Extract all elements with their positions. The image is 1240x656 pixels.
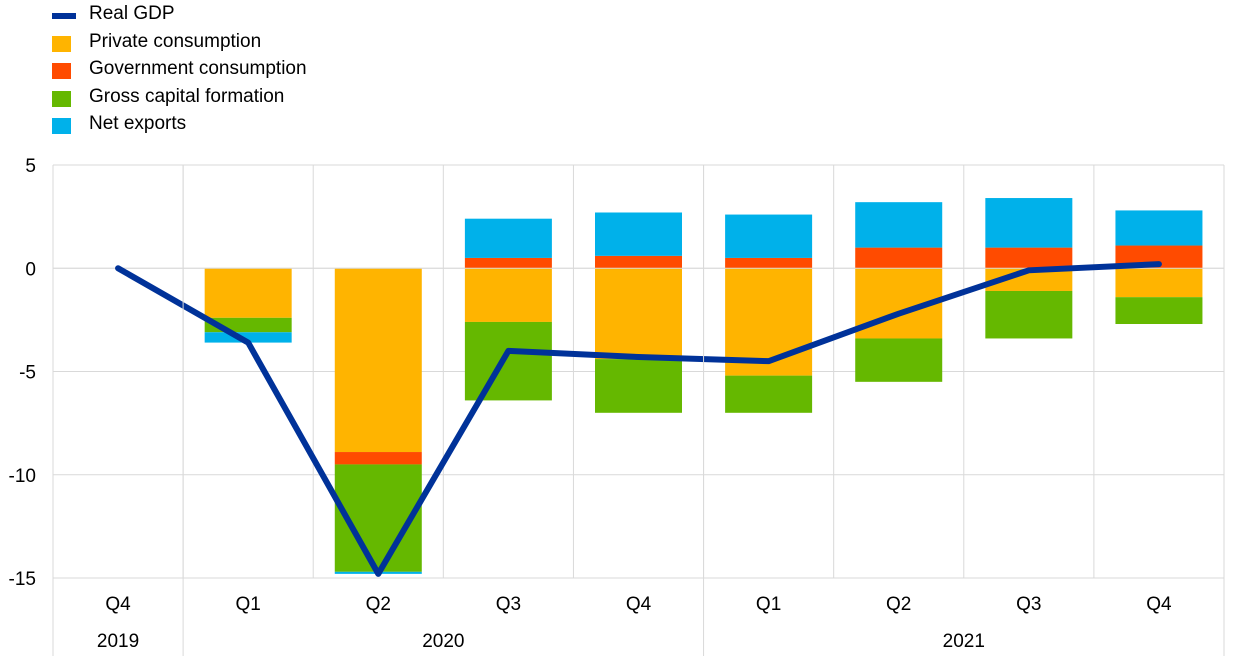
bar-private-consumption [204,268,292,318]
legend-swatch [52,63,71,80]
y-tick-label: -5 [19,363,36,384]
bar-net-exports [595,212,682,256]
x-tick-label: Q4 [626,594,652,615]
bar-gross-capital-formation [725,375,813,413]
bar-private-consumption [985,268,1073,291]
bar-private-consumption [595,268,682,360]
y-tick-label: -10 [9,466,36,487]
x-tick-label: Q3 [1016,594,1041,615]
bar-net-exports [855,202,943,248]
x-tick-label: Q1 [235,594,260,615]
bar-government-consumption [464,257,552,269]
bar-private-consumption [464,268,552,322]
x-tick-label: Q4 [105,594,131,615]
bar-gross-capital-formation [595,359,682,413]
bar-gross-capital-formation [464,321,552,401]
bar-net-exports [985,198,1073,248]
legend-label: Government consumption [89,58,307,80]
bar-gross-capital-formation [1115,297,1203,325]
y-tick-label: -15 [9,569,36,590]
x-group-label: 2019 [97,631,139,652]
bar-net-exports [1115,210,1203,246]
legend-swatch [52,35,71,52]
x-group-label: 2020 [422,631,464,652]
bar-private-consumption [334,268,422,453]
bar-government-consumption [985,247,1073,269]
y-tick-label: 5 [25,156,36,177]
legend-swatch [52,13,76,19]
legend-swatch [52,118,71,135]
legend-label: Net exports [89,113,187,135]
x-tick-label: Q2 [886,594,911,615]
bar-gross-capital-formation [985,290,1073,339]
bar-government-consumption [595,255,682,269]
x-tick-label: Q3 [496,594,521,615]
bar-government-consumption [855,247,943,269]
y-tick-label: 0 [25,259,36,280]
legend-swatch [52,90,71,107]
bar-government-consumption [334,452,422,465]
bar-net-exports [464,218,552,258]
bar-net-exports [725,214,813,258]
x-group-label: 2021 [943,631,985,652]
bar-government-consumption [725,257,813,269]
x-tick-label: Q2 [366,594,391,615]
legend-label: Gross capital formation [89,85,285,107]
x-tick-label: Q4 [1146,594,1172,615]
x-tick-label: Q1 [756,594,781,615]
bar-gross-capital-formation [855,338,943,382]
legend-label: Real GDP [89,3,175,24]
bar-net-exports [204,332,292,343]
line-real-gdp [115,261,1162,577]
legend-label: Private consumption [89,30,262,52]
bar-private-consumption [1115,268,1203,298]
